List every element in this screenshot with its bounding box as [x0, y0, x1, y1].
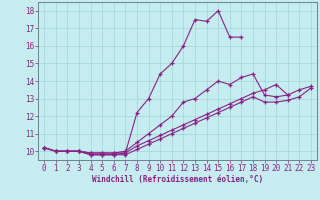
X-axis label: Windchill (Refroidissement éolien,°C): Windchill (Refroidissement éolien,°C) [92, 175, 263, 184]
